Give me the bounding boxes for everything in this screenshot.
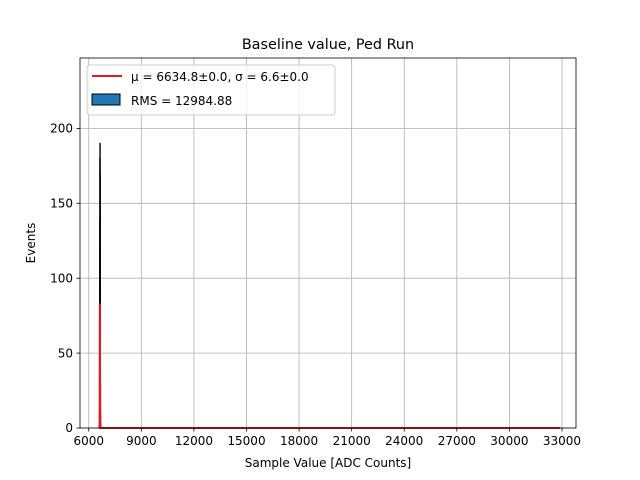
plot-frame (79, 57, 577, 429)
legend-fit-label: μ = 6634.8±0.0, σ = 6.6±0.0 (131, 70, 309, 84)
y-tick-label: 0 (65, 421, 73, 435)
legend-histogram-swatch (91, 93, 121, 106)
x-tick-label: 9000 (126, 434, 157, 448)
legend-box (86, 64, 336, 116)
chart-title: Baseline value, Ped Run (242, 37, 414, 53)
x-tick-label: 21000 (333, 434, 371, 448)
y-tick-label: 150 (50, 197, 73, 211)
x-tick-label: 27000 (438, 434, 476, 448)
x-axis-ticks: 6000 9000 12000 15000 18000 21000 24000 27000 30… (73, 428, 581, 448)
x-tick-label: 30000 (490, 434, 528, 448)
x-axis-label: Sample Value [ADC Counts] (245, 456, 411, 470)
x-tick-label: 33000 (543, 434, 581, 448)
x-tick-label: 18000 (280, 434, 318, 448)
x-tick-label: 15000 (227, 434, 265, 448)
y-axis-label: Events (24, 223, 38, 264)
y-tick-label: 200 (50, 122, 73, 136)
y-tick-label: 50 (58, 346, 73, 360)
legend: μ = 6634.8±0.0, σ = 6.6±0.0 RMS = 12984.… (86, 64, 336, 116)
x-tick-label: 24000 (385, 434, 423, 448)
x-tick-label: 6000 (73, 434, 104, 448)
y-tick-label: 100 (50, 271, 73, 285)
legend-histogram-label: RMS = 12984.88 (131, 94, 232, 108)
x-tick-label: 12000 (175, 434, 213, 448)
y-axis-ticks: 0 50 100 150 200 (50, 122, 80, 435)
